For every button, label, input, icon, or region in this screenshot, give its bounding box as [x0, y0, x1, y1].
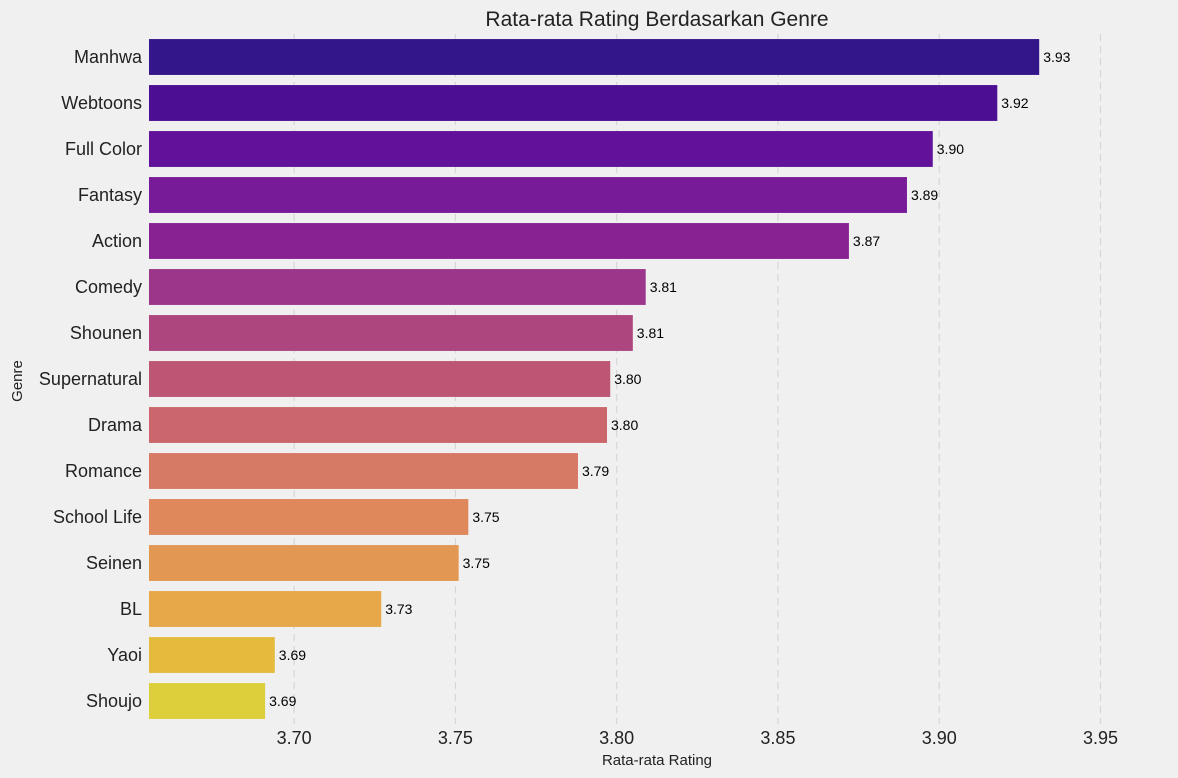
x-tick-label: 3.95 — [1083, 728, 1118, 748]
category-label: Comedy — [75, 277, 142, 297]
bar-manhwa — [149, 39, 1040, 75]
bar-supernatural — [149, 361, 611, 397]
data-label: 3.81 — [650, 279, 677, 295]
x-tick-label: 3.85 — [760, 728, 795, 748]
category-label: Yaoi — [107, 645, 142, 665]
category-label: Webtoons — [61, 93, 142, 113]
bar-yaoi — [149, 637, 275, 673]
data-label: 3.69 — [279, 647, 306, 663]
bar-shoujo — [149, 683, 266, 719]
data-labels: 3.93 3.92 3.90 3.89 3.87 3.81 3.81 3.80 3.80 3.79… — [269, 49, 1071, 709]
x-axis-label: Rata-rata Rating — [602, 752, 712, 769]
bar-webtoons — [149, 85, 998, 121]
category-label: Drama — [88, 415, 143, 435]
data-label: 3.87 — [853, 233, 880, 249]
data-label: 3.89 — [911, 187, 938, 203]
bar-romance — [149, 453, 578, 489]
data-label: 3.73 — [385, 601, 412, 617]
data-label: 3.81 — [637, 325, 664, 341]
category-label: Seinen — [86, 553, 142, 573]
bar-full-color — [149, 131, 933, 167]
category-label: Action — [92, 231, 142, 251]
x-tick-labels: 3.70 3.75 3.80 3.85 3.90 3.95 — [277, 728, 1118, 748]
category-label: Romance — [65, 461, 142, 481]
data-label: 3.75 — [463, 555, 490, 571]
x-tick-label: 3.70 — [277, 728, 312, 748]
bar-drama — [149, 407, 608, 443]
y-axis-label: Genre — [9, 360, 26, 402]
category-label: Manhwa — [74, 47, 143, 67]
category-label: Shoujo — [86, 691, 142, 711]
category-label: Shounen — [70, 323, 142, 343]
bar-seinen — [149, 545, 459, 581]
category-label: BL — [120, 599, 142, 619]
x-tick-label: 3.80 — [599, 728, 634, 748]
chart-title: Rata-rata Rating Berdasarkan Genre — [485, 8, 828, 31]
bars-layer — [149, 39, 1040, 719]
data-label: 3.90 — [937, 141, 964, 157]
data-label: 3.80 — [614, 371, 641, 387]
bar-fantasy — [149, 177, 907, 213]
x-tick-label: 3.90 — [922, 728, 957, 748]
data-label: 3.93 — [1043, 49, 1070, 65]
bar-shounen — [149, 315, 633, 351]
bar-comedy — [149, 269, 646, 305]
category-label: Supernatural — [39, 369, 142, 389]
bar-school-life — [149, 499, 469, 535]
category-label: Full Color — [65, 139, 142, 159]
data-label: 3.79 — [582, 463, 609, 479]
category-labels: Manhwa Webtoons Full Color Fantasy Action Com… — [39, 47, 143, 711]
data-label: 3.75 — [472, 509, 499, 525]
data-label: 3.92 — [1001, 95, 1028, 111]
category-label: Fantasy — [78, 185, 142, 205]
data-label: 3.69 — [269, 693, 296, 709]
bar-action — [149, 223, 849, 259]
bar-bl — [149, 591, 382, 627]
x-tick-label: 3.75 — [438, 728, 473, 748]
data-label: 3.80 — [611, 417, 638, 433]
category-label: School Life — [53, 507, 142, 527]
